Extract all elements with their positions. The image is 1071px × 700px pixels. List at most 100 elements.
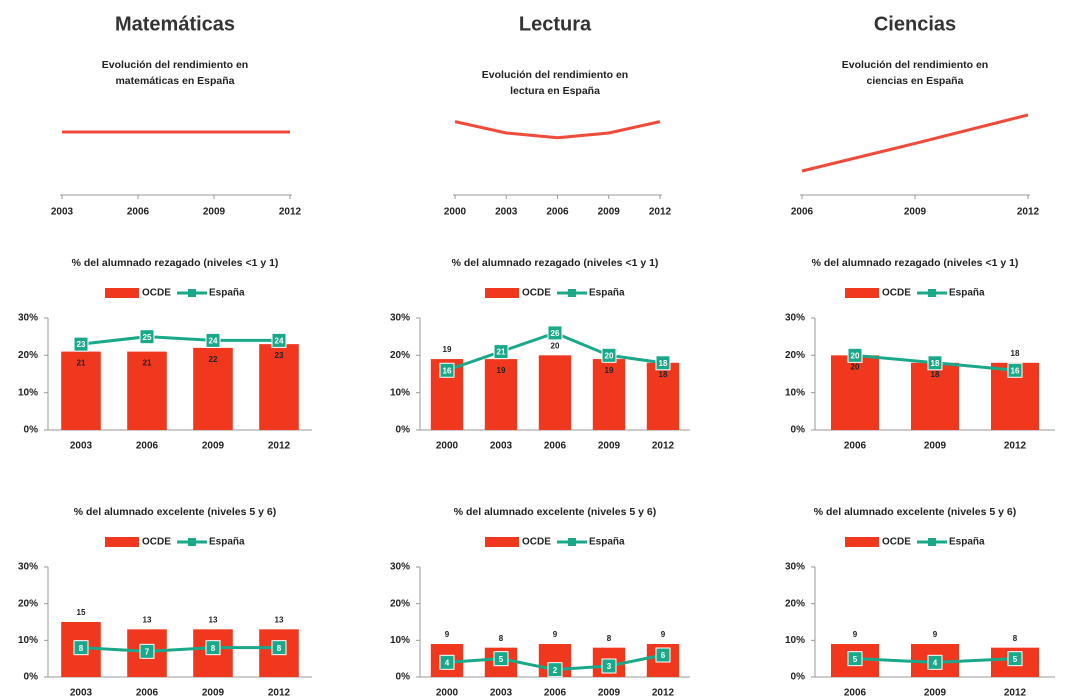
bar bbox=[592, 359, 626, 430]
trend-line bbox=[454, 120, 661, 140]
bar bbox=[259, 344, 299, 430]
legend-label: España bbox=[589, 288, 625, 299]
legend-label: OCDE bbox=[142, 288, 171, 299]
line-value-label: 23 bbox=[77, 340, 86, 349]
y-tick-label: 20% bbox=[785, 598, 805, 609]
x-tick-label: 2000 bbox=[444, 207, 467, 218]
bar bbox=[911, 362, 959, 430]
bar-value-label: 9 bbox=[445, 630, 450, 639]
x-tick-label: 2012 bbox=[1004, 441, 1027, 452]
legend-label: España bbox=[209, 288, 245, 299]
legend-label: OCDE bbox=[882, 288, 911, 299]
line-value-label: 18 bbox=[931, 359, 940, 368]
bar-value-label: 18 bbox=[1011, 349, 1020, 358]
line-marker bbox=[601, 347, 617, 363]
line-marker bbox=[927, 355, 943, 371]
bar bbox=[484, 359, 518, 430]
x-tick-label: 2009 bbox=[202, 441, 225, 452]
line-value-label: 20 bbox=[605, 351, 614, 360]
line-value-label: 6 bbox=[661, 651, 666, 660]
line-value-label: 2 bbox=[553, 666, 558, 675]
bar-value-label: 21 bbox=[143, 359, 152, 368]
x-tick-label: 2009 bbox=[598, 207, 621, 218]
legend-swatch bbox=[568, 289, 576, 297]
y-tick-label: 10% bbox=[785, 387, 805, 398]
legend-label: España bbox=[209, 537, 245, 548]
line-value-label: 21 bbox=[497, 348, 506, 357]
legend-swatch bbox=[568, 538, 576, 546]
bar-value-label: 8 bbox=[607, 634, 612, 643]
line bbox=[80, 646, 279, 653]
x-tick-label: 2003 bbox=[490, 688, 513, 699]
y-tick-label: 10% bbox=[18, 387, 38, 398]
column-heading: Matemáticas bbox=[115, 13, 235, 35]
legend-label: OCDE bbox=[522, 288, 551, 299]
x-tick-label: 2003 bbox=[70, 441, 93, 452]
y-tick-label: 10% bbox=[785, 635, 805, 646]
legend-label: OCDE bbox=[142, 537, 171, 548]
trend-line bbox=[801, 113, 1029, 173]
bar-value-label: 18 bbox=[659, 370, 668, 379]
legend-swatch bbox=[485, 288, 519, 298]
y-tick-label: 30% bbox=[390, 562, 410, 573]
y-tick-label: 0% bbox=[396, 425, 411, 436]
legend-label: España bbox=[949, 288, 985, 299]
x-tick-label: 2003 bbox=[70, 688, 93, 699]
bar-value-label: 13 bbox=[275, 615, 284, 624]
line-value-label: 5 bbox=[499, 655, 504, 664]
y-tick-label: 20% bbox=[390, 598, 410, 609]
line-marker bbox=[439, 654, 455, 670]
chart-title: % del alumnado excelente (niveles 5 y 6) bbox=[74, 506, 277, 518]
line-value-label: 4 bbox=[933, 658, 938, 667]
line-marker bbox=[205, 332, 221, 348]
line-marker bbox=[847, 651, 863, 667]
x-tick-label: 2009 bbox=[904, 207, 927, 218]
line-marker bbox=[439, 362, 455, 378]
line-value-label: 16 bbox=[1011, 366, 1020, 375]
line-value-label: 24 bbox=[209, 337, 218, 346]
bar-value-label: 19 bbox=[497, 366, 506, 375]
y-tick-label: 30% bbox=[18, 313, 38, 324]
x-tick-label: 2009 bbox=[202, 688, 225, 699]
x-tick-label: 2006 bbox=[136, 441, 159, 452]
chart-title: matemáticas en España bbox=[115, 75, 234, 87]
legend-swatch bbox=[928, 538, 936, 546]
chart-title: % del alumnado rezagado (niveles <1 y 1) bbox=[812, 257, 1019, 269]
line-value-label: 5 bbox=[853, 655, 858, 664]
x-tick-label: 2009 bbox=[598, 441, 621, 452]
x-tick-label: 2000 bbox=[436, 441, 459, 452]
bar bbox=[127, 351, 167, 430]
legend-swatch bbox=[928, 289, 936, 297]
y-tick-label: 0% bbox=[791, 425, 806, 436]
line-marker bbox=[547, 662, 563, 678]
line-value-label: 7 bbox=[145, 647, 150, 656]
bar-value-label: 9 bbox=[661, 630, 666, 639]
legend-label: España bbox=[589, 537, 625, 548]
legend-swatch bbox=[188, 289, 196, 297]
legend-label: España bbox=[949, 537, 985, 548]
legend-label: OCDE bbox=[522, 537, 551, 548]
bar-value-label: 8 bbox=[1013, 634, 1018, 643]
chart-title: % del alumnado rezagado (niveles <1 y 1) bbox=[72, 257, 279, 269]
x-tick-label: 2006 bbox=[844, 688, 867, 699]
legend-swatch bbox=[485, 537, 519, 547]
x-tick-label: 2012 bbox=[1004, 688, 1027, 699]
line-value-label: 18 bbox=[659, 359, 668, 368]
line-marker bbox=[493, 344, 509, 360]
line-value-label: 8 bbox=[211, 644, 216, 653]
y-tick-label: 30% bbox=[785, 562, 805, 573]
bar-value-label: 9 bbox=[553, 630, 558, 639]
x-tick-label: 2003 bbox=[51, 207, 74, 218]
x-tick-label: 2006 bbox=[844, 441, 867, 452]
line-marker bbox=[655, 647, 671, 663]
x-tick-label: 2009 bbox=[924, 441, 947, 452]
bar-value-label: 19 bbox=[443, 345, 452, 354]
line-marker bbox=[927, 654, 943, 670]
x-tick-label: 2012 bbox=[268, 441, 291, 452]
x-tick-label: 2006 bbox=[546, 207, 569, 218]
line-marker bbox=[271, 332, 287, 348]
y-tick-label: 10% bbox=[390, 635, 410, 646]
legend-swatch bbox=[105, 288, 139, 298]
line-marker bbox=[547, 325, 563, 341]
